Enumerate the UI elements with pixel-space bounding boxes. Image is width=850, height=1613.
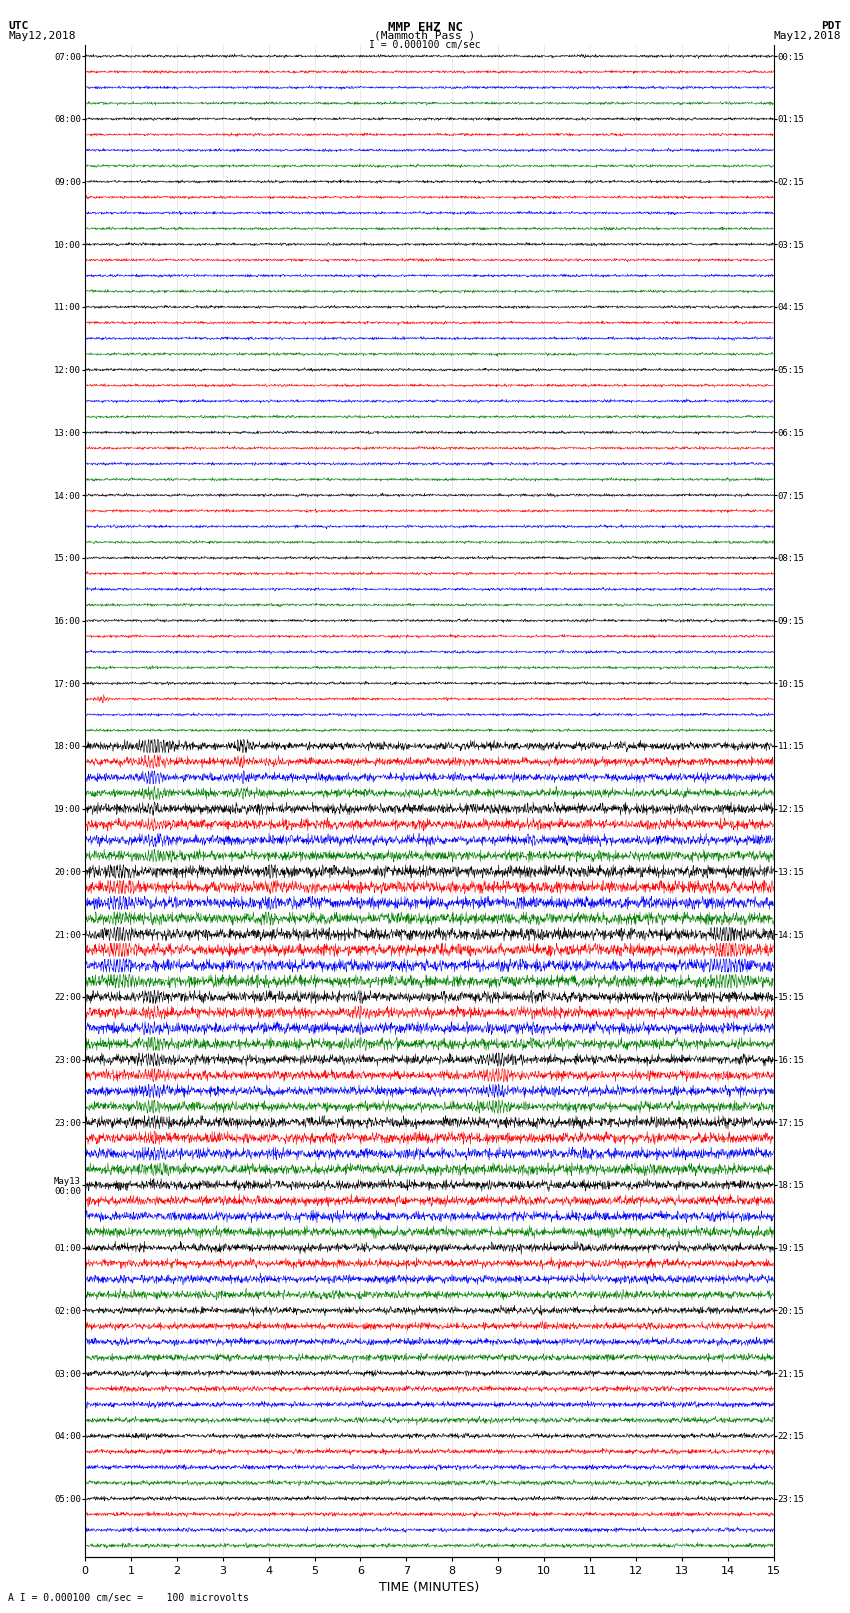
Text: May12,2018: May12,2018 bbox=[774, 31, 842, 40]
Text: A I = 0.000100 cm/sec =    100 microvolts: A I = 0.000100 cm/sec = 100 microvolts bbox=[8, 1594, 249, 1603]
Text: PDT: PDT bbox=[821, 21, 842, 31]
X-axis label: TIME (MINUTES): TIME (MINUTES) bbox=[379, 1581, 479, 1594]
Text: May12,2018: May12,2018 bbox=[8, 31, 76, 40]
Text: (Mammoth Pass ): (Mammoth Pass ) bbox=[374, 31, 476, 40]
Text: I = 0.000100 cm/sec: I = 0.000100 cm/sec bbox=[369, 40, 481, 50]
Text: MMP EHZ NC: MMP EHZ NC bbox=[388, 21, 462, 34]
Text: UTC: UTC bbox=[8, 21, 29, 31]
